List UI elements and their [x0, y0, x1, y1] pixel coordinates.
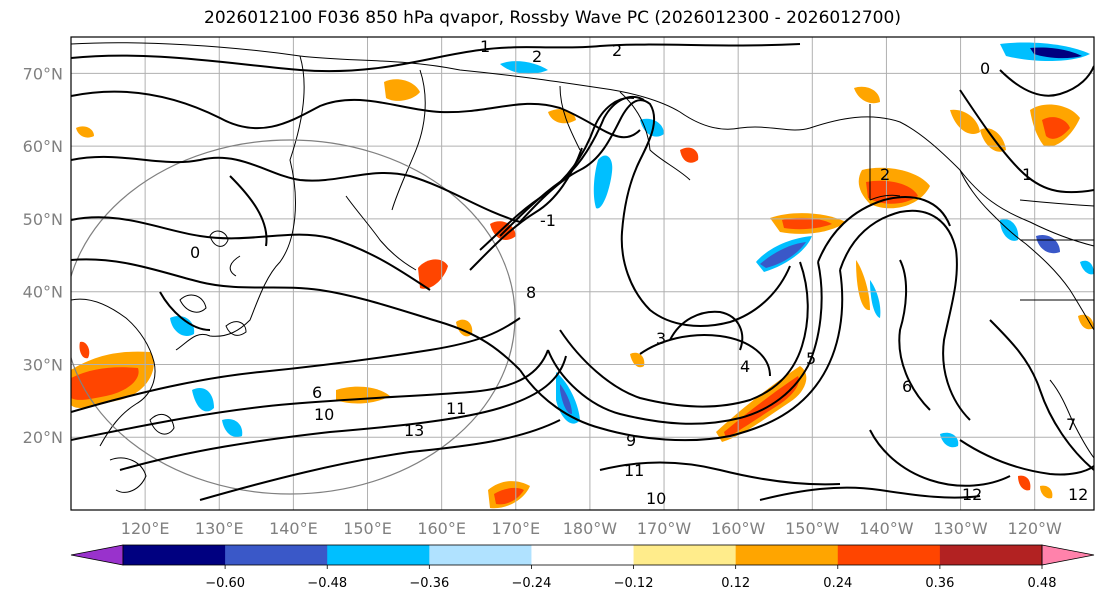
- contour-label: 1: [480, 37, 490, 56]
- gridlines: [71, 37, 1094, 510]
- latitude-label: 70°N: [23, 64, 63, 83]
- colorbar-tick-label: −0.48: [307, 576, 347, 591]
- longitude-label: 150°E: [343, 519, 392, 538]
- longitude-label: 160°E: [417, 519, 466, 538]
- longitude-label: 120°W: [1008, 519, 1063, 538]
- colorbar-segment: [327, 545, 430, 565]
- colorbar-segment: [939, 545, 1043, 565]
- map-title: 2026012100 F036 850 hPa qvapor, Rossby W…: [204, 8, 901, 28]
- colorbar-tick-label: −0.60: [205, 576, 245, 591]
- colorbar-tick-label: 0.24: [823, 576, 852, 591]
- longitude-labels: 120°E 130°E 140°E 150°E 160°E 170°E 180°W 170°W…: [121, 519, 1062, 538]
- colorbar-tick-label: 0.36: [925, 576, 954, 591]
- contour-label: 6: [312, 383, 322, 402]
- longitude-label: 180°W: [563, 519, 618, 538]
- longitude-label: 140°W: [859, 519, 914, 538]
- anomaly-shading: [71, 42, 1094, 509]
- colorbar-segment: [225, 545, 328, 565]
- contour-label: 11: [446, 399, 466, 418]
- latitude-label: 30°N: [23, 355, 63, 374]
- colorbar-segment: [633, 545, 737, 565]
- contour-label: 12: [962, 485, 982, 504]
- contour-label: 8: [526, 283, 536, 302]
- contour-label: 4: [740, 357, 750, 376]
- longitude-label: 170°W: [637, 519, 692, 538]
- colorbar-segment: [837, 545, 941, 565]
- colorbar-tick-label: 0.48: [1028, 576, 1057, 591]
- colorbar-extend-high: [1041, 544, 1095, 566]
- longitude-label: 130°W: [933, 519, 988, 538]
- great-circle-outline: [71, 139, 516, 495]
- colorbar-frame: [122, 544, 1043, 566]
- map-frame: [70, 36, 1095, 511]
- contour-label: 3: [656, 329, 666, 348]
- map-panel: 1 2 2 0 0 1 6 10 13 11 9 11 10 12 12 7 6…: [71, 37, 1094, 510]
- longitude-label: 170°E: [491, 519, 540, 538]
- colorbar-segment: [429, 545, 532, 565]
- colorbar-tick-label: 0.12: [721, 576, 750, 591]
- colorbar: −0.60 −0.48 −0.36 −0.24 −0.12 0.12 0.24 0.36 0.4…: [70, 544, 1095, 591]
- contour-labels: 1 2 2 0 0 1 6 10 13 11 9 11 10 12 12 7 6…: [190, 37, 1088, 508]
- colorbar-segment: [531, 545, 635, 565]
- contour-label: 7: [1066, 415, 1076, 434]
- latitude-labels: 70°N 60°N 50°N 40°N 30°N 20°N: [23, 64, 63, 447]
- colorbar-extend-low: [70, 544, 124, 566]
- contour-label: 1: [1022, 165, 1032, 184]
- longitude-label: 130°E: [195, 519, 244, 538]
- contour-label: 2: [612, 41, 622, 60]
- contour-label: 10: [646, 489, 666, 508]
- longitude-label: 150°W: [785, 519, 840, 538]
- longitude-label: 140°E: [269, 519, 318, 538]
- contour-label: 6: [902, 377, 912, 396]
- colorbar-segment: [123, 545, 226, 565]
- colorbar-segment: [735, 545, 839, 565]
- contour-lines: [71, 43, 1094, 501]
- contour-label: 12: [1068, 485, 1088, 504]
- latitude-label: 50°N: [23, 210, 63, 229]
- contour-label: 0: [980, 59, 990, 78]
- latitude-label: 60°N: [23, 137, 63, 156]
- coastlines: [71, 42, 1094, 493]
- contour-label: -1: [540, 211, 556, 230]
- contour-label: 9: [626, 431, 636, 450]
- colorbar-tick-label: −0.24: [512, 576, 552, 591]
- contour-label: 13: [404, 421, 424, 440]
- contour-label: 10: [314, 405, 334, 424]
- colorbar-tick-label: −0.36: [409, 576, 449, 591]
- latitude-label: 20°N: [23, 428, 63, 447]
- contour-label: 2: [532, 47, 542, 66]
- latitude-label: 40°N: [23, 283, 63, 302]
- contour-label: 5: [806, 349, 816, 368]
- contour-label: 2: [880, 165, 890, 184]
- contour-label: 11: [624, 461, 644, 480]
- longitude-label: 120°E: [121, 519, 170, 538]
- longitude-label: 160°W: [711, 519, 766, 538]
- colorbar-tick-label: −0.12: [614, 576, 654, 591]
- contour-label: 0: [190, 243, 200, 262]
